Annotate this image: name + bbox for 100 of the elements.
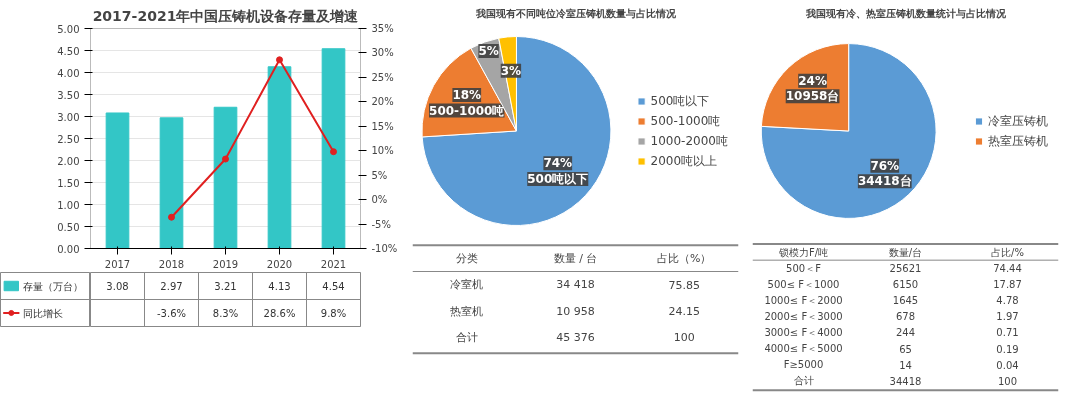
text: 10 958 xyxy=(556,304,595,318)
data-label: 2.97 xyxy=(160,281,183,292)
point xyxy=(330,148,337,156)
text: 678 xyxy=(895,311,916,323)
text: 65 xyxy=(899,343,912,355)
text: 14 xyxy=(899,359,912,371)
data-label: 4.13 xyxy=(268,281,291,292)
text: 3000≤ F＜4000 xyxy=(764,326,843,338)
legend-label: 2000吨以上 xyxy=(650,152,718,169)
y-tick-label: 1.00 xyxy=(57,199,80,211)
text: 100 xyxy=(673,331,695,345)
text: 17.87 xyxy=(993,279,1022,291)
legend-label: 热室压铸机 xyxy=(988,132,1048,149)
y-tick-label: 3.50 xyxy=(57,89,80,101)
y2-tick-label: 30% xyxy=(371,47,394,59)
data-label: 24% 10958台 xyxy=(785,73,840,104)
legend-label: 1000-2000吨 xyxy=(650,132,728,149)
data-label: -3.6% xyxy=(156,307,187,319)
text: 244 xyxy=(895,327,916,339)
y2-tick-label: 35% xyxy=(371,23,394,34)
text: F≥5000 xyxy=(783,359,824,371)
legend-label: 冷室压铸机 xyxy=(988,112,1048,129)
data-label: 76% 34418台 xyxy=(857,158,912,189)
y2-tick-label: -5% xyxy=(371,218,391,230)
chart-title: 我国现有不同吨位冷室压铸机数量与占比情况 xyxy=(474,7,677,19)
legend-label: 同比增长 xyxy=(23,307,63,319)
text: 占比/% xyxy=(991,246,1024,258)
y2-tick-label: 25% xyxy=(371,71,394,83)
y2-tick-label: 15% xyxy=(371,120,394,132)
bar xyxy=(321,48,346,249)
x-tick-label: 2018 xyxy=(158,258,185,270)
data-label: 9.8% xyxy=(320,307,347,319)
y-tick-label: 5.00 xyxy=(57,23,80,35)
point xyxy=(276,56,283,64)
text: 25621 xyxy=(889,263,922,275)
bar xyxy=(267,66,292,249)
text: 45 376 xyxy=(556,330,595,344)
bar xyxy=(105,112,130,249)
text: 74.44 xyxy=(993,263,1022,275)
y-tick-label: 3.00 xyxy=(57,111,80,123)
x-tick-label: 2017 xyxy=(104,258,131,270)
text: 75.85 xyxy=(668,278,700,292)
text: 冷室机 xyxy=(450,278,484,292)
text: 0.71 xyxy=(996,327,1019,339)
text: 分类 xyxy=(455,251,478,265)
data-label: 74% 500吨以下 xyxy=(527,156,589,186)
y-tick-label: 2.50 xyxy=(57,133,80,145)
x-tick-label: 2021 xyxy=(320,258,347,270)
y-tick-label: 4.00 xyxy=(57,67,80,79)
text: 1645 xyxy=(892,295,919,307)
y-tick-label: 1.50 xyxy=(57,177,80,189)
text: 6150 xyxy=(892,279,919,291)
text: 1.97 xyxy=(996,311,1019,323)
y-tick-label: 2.00 xyxy=(57,155,80,167)
text: 1000≤ F＜2000 xyxy=(764,294,843,306)
y-tick-label: 0.50 xyxy=(57,221,80,233)
text: 500≤ F＜1000 xyxy=(767,278,840,290)
y-tick-label: 4.50 xyxy=(57,45,80,57)
y-tick-label: 0.00 xyxy=(57,243,80,255)
text: 合计 xyxy=(793,375,814,387)
data-label: 3.08 xyxy=(106,281,129,292)
data-label: 4.54 xyxy=(322,281,345,292)
y2-tick-label: 0% xyxy=(371,194,388,206)
x-tick-label: 2020 xyxy=(266,258,293,270)
text: 数量 / 台 xyxy=(553,251,598,265)
legend-label: 存量（万台） xyxy=(23,280,83,292)
text: 数量/台 xyxy=(888,246,923,258)
data-label: 5% xyxy=(478,44,499,58)
text: 24.15 xyxy=(668,305,700,319)
text: 34 418 xyxy=(556,278,595,292)
data-label: 18% 500-1000吨 xyxy=(429,87,505,118)
data-label: 3% xyxy=(500,63,522,78)
y2-tick-label: -10% xyxy=(371,243,398,254)
chart-title: 2017-2021年中国压铸机设备存量及增速 xyxy=(92,7,360,24)
text: 占比（%） xyxy=(656,251,712,265)
text: 0.04 xyxy=(996,359,1019,371)
data-label: 8.3% xyxy=(212,307,239,319)
y2-tick-label: 5% xyxy=(371,169,388,181)
text: 合计 xyxy=(455,330,478,344)
text: 热室机 xyxy=(450,304,484,318)
legend-label: 500吨以下 xyxy=(650,92,710,109)
y2-tick-label: 10% xyxy=(371,145,394,157)
x-tick-label: 2019 xyxy=(212,258,239,270)
text: 4.78 xyxy=(996,295,1019,307)
point xyxy=(222,155,229,163)
legend-label: 500-1000吨 xyxy=(650,112,721,129)
bar xyxy=(213,106,238,249)
text: 2000≤ F＜3000 xyxy=(764,310,843,322)
data-label: 3.21 xyxy=(214,281,237,292)
text: 锁模力F/吨 xyxy=(777,246,829,258)
text: 500＜F xyxy=(786,262,822,274)
chart-title: 我国现有冷、热室压铸机数量统计与占比情况 xyxy=(804,7,1007,19)
text: 0.19 xyxy=(996,343,1019,355)
bar xyxy=(159,117,184,249)
text: 100 xyxy=(997,375,1018,387)
y2-tick-label: 20% xyxy=(371,96,394,108)
point xyxy=(168,213,175,221)
data-label: 28.6% xyxy=(263,307,296,319)
text: 34418 xyxy=(889,375,922,387)
text: 4000≤ F＜5000 xyxy=(764,343,843,355)
